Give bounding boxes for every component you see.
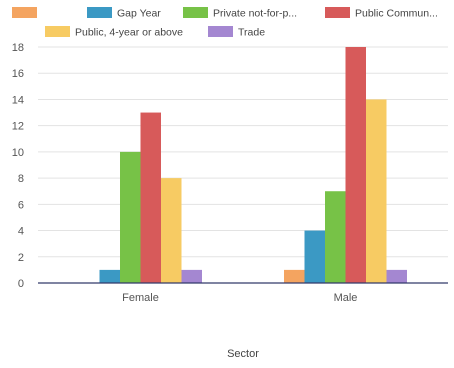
bar [387,270,408,283]
legend-label: Gap Year [117,8,161,20]
legend-swatch [208,26,233,37]
bar [284,270,305,283]
x-tick-label: Male [334,292,358,304]
x-axis: Female Male [122,292,357,304]
y-tick-label: 4 [18,226,24,238]
bar [161,178,182,283]
y-tick-label: 14 [12,94,24,106]
legend-label: Trade [238,27,265,39]
y-tick-label: 12 [12,121,24,133]
y-axis: 0 2 4 6 8 10 12 14 16 18 [12,42,24,290]
bar [182,270,203,283]
y-tick-label: 18 [12,42,24,54]
legend-label: Private not-for-p... [213,8,297,20]
y-tick-label: 2 [18,252,24,264]
y-tick-label: 0 [18,278,24,290]
bar [141,113,162,283]
bar [366,99,387,283]
legend-swatch [45,26,70,37]
legend-swatch [87,7,112,18]
bar [305,231,326,283]
bars [100,47,408,283]
legend-swatch [183,7,208,18]
bar [120,152,141,283]
y-tick-label: 16 [12,68,24,80]
legend-label: Public Commun... [355,8,438,20]
y-tick-label: 6 [18,199,24,211]
y-tick-label: 10 [12,147,24,159]
legend-label: Public, 4-year or above [75,27,183,39]
x-axis-title: Sector [227,348,259,360]
y-tick-label: 8 [18,173,24,185]
legend-swatch [325,7,350,18]
x-tick-label: Female [122,292,159,304]
legend-swatch [12,7,37,18]
bar [100,270,121,283]
bar [325,191,346,283]
legend: Gap Year Private not-for-p... Public Commu… [12,7,438,39]
bar [346,47,367,283]
